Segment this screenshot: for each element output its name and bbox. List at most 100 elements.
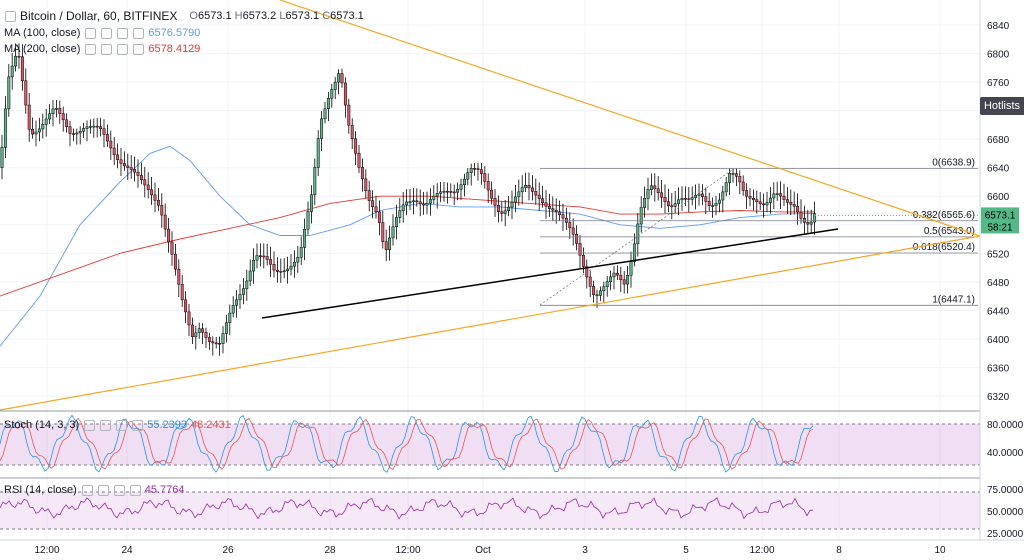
- candle: [785, 187, 789, 214]
- price-tick-label: 6480: [987, 278, 1010, 289]
- time-axis[interactable]: 12:00 24 26 28 12:00 Oct 3 5 12:00 8 10: [34, 545, 946, 556]
- candle: [286, 256, 290, 284]
- close-icon[interactable]: [117, 27, 129, 39]
- candle: [296, 245, 300, 273]
- candle: [615, 265, 619, 280]
- settings-icon[interactable]: [97, 484, 109, 496]
- candle: [711, 197, 715, 218]
- candle: [425, 191, 429, 215]
- candle: [500, 201, 504, 222]
- candle: [643, 186, 647, 218]
- eye-icon[interactable]: [85, 27, 97, 39]
- candle: [241, 278, 245, 305]
- candle: [167, 217, 171, 253]
- candle: [694, 184, 698, 210]
- settings-icon[interactable]: [100, 419, 112, 431]
- close-icon[interactable]: [113, 484, 125, 496]
- candle: [768, 186, 772, 214]
- candle: [513, 184, 517, 213]
- stoch-label[interactable]: Stoch (14, 3, 3): [4, 419, 80, 431]
- ma200-label[interactable]: MA (200, close): [4, 43, 81, 55]
- time-tick-label: Oct: [475, 545, 491, 556]
- ma100-label[interactable]: MA (100, close): [4, 27, 81, 39]
- more-icon[interactable]: [129, 484, 141, 496]
- candle: [578, 235, 582, 269]
- candle: [428, 188, 432, 216]
- candle: [391, 214, 395, 246]
- eye-icon[interactable]: [81, 484, 93, 496]
- candle: [374, 195, 378, 219]
- candle: [476, 162, 480, 181]
- collapse-icon[interactable]: [5, 10, 16, 22]
- candle: [275, 257, 279, 283]
- candle: [677, 187, 681, 215]
- candle: [605, 276, 609, 297]
- candle: [493, 189, 497, 217]
- candle: [568, 212, 572, 239]
- candle: [112, 137, 116, 166]
- candle: [309, 185, 313, 224]
- candle: [544, 190, 548, 219]
- lower-trendline[interactable]: [0, 235, 981, 411]
- candle: [221, 326, 225, 354]
- settings-icon[interactable]: [101, 27, 113, 39]
- candle: [510, 190, 514, 220]
- stoch-pane[interactable]: [0, 414, 980, 473]
- candle: [357, 144, 361, 174]
- candle: [456, 182, 460, 201]
- candle: [54, 99, 58, 118]
- upper-trendline[interactable]: [279, 0, 981, 237]
- price-axis[interactable]: 6320636064006440648065206560660066406680…: [987, 21, 1024, 540]
- candle: [146, 172, 150, 199]
- candle: [636, 213, 640, 257]
- candle: [612, 266, 616, 290]
- time-tick-label: 24: [121, 545, 133, 556]
- candle: [65, 113, 69, 133]
- candle: [24, 68, 28, 114]
- symbol-title[interactable]: Bitcoin / Dollar, 60, BITFINEX: [20, 9, 178, 23]
- candle: [741, 175, 745, 196]
- eye-icon[interactable]: [85, 43, 97, 55]
- candle: [326, 91, 330, 122]
- more-icon[interactable]: [132, 419, 144, 431]
- time-tick-label: 10: [934, 545, 946, 556]
- fibonacci-retracement[interactable]: 0(6638.9) 0.382(6565.6) 0.5(6543.0) 0.618(6…: [540, 157, 978, 306]
- candle: [530, 175, 534, 201]
- candle: [187, 303, 191, 337]
- candle: [789, 189, 793, 215]
- candle: [119, 148, 123, 177]
- eye-icon[interactable]: [84, 419, 96, 431]
- hotlists-button[interactable]: Hotlists: [980, 97, 1024, 115]
- candle: [398, 197, 402, 224]
- candle: [748, 188, 752, 207]
- support-trendline[interactable]: [261, 228, 839, 319]
- candle: [796, 193, 800, 225]
- candle: [88, 119, 92, 134]
- price-tick-label: 6400: [987, 335, 1010, 346]
- candle: [445, 182, 449, 204]
- candle: [228, 304, 232, 336]
- candle: [0, 134, 4, 180]
- price-pane[interactable]: 0(6638.9) 0.382(6565.6) 0.5(6543.0) 0.618(6…: [0, 0, 981, 411]
- rsi-pane[interactable]: [0, 491, 980, 530]
- candle: [551, 196, 555, 221]
- candle: [218, 336, 222, 356]
- more-icon[interactable]: [133, 27, 145, 39]
- candle: [371, 190, 375, 219]
- candle: [517, 179, 521, 206]
- candle: [466, 167, 470, 186]
- close-icon[interactable]: [117, 43, 129, 55]
- stoch-band: [0, 424, 980, 465]
- candle: [585, 259, 589, 289]
- rsi-label[interactable]: RSI (14, close): [4, 484, 77, 496]
- candle: [320, 111, 324, 152]
- settings-icon[interactable]: [101, 43, 113, 55]
- candle: [758, 192, 762, 211]
- candle: [806, 209, 810, 235]
- candle: [459, 178, 463, 200]
- more-icon[interactable]: [133, 43, 145, 55]
- close-icon[interactable]: [116, 419, 128, 431]
- candle: [58, 100, 62, 124]
- candle: [802, 205, 806, 235]
